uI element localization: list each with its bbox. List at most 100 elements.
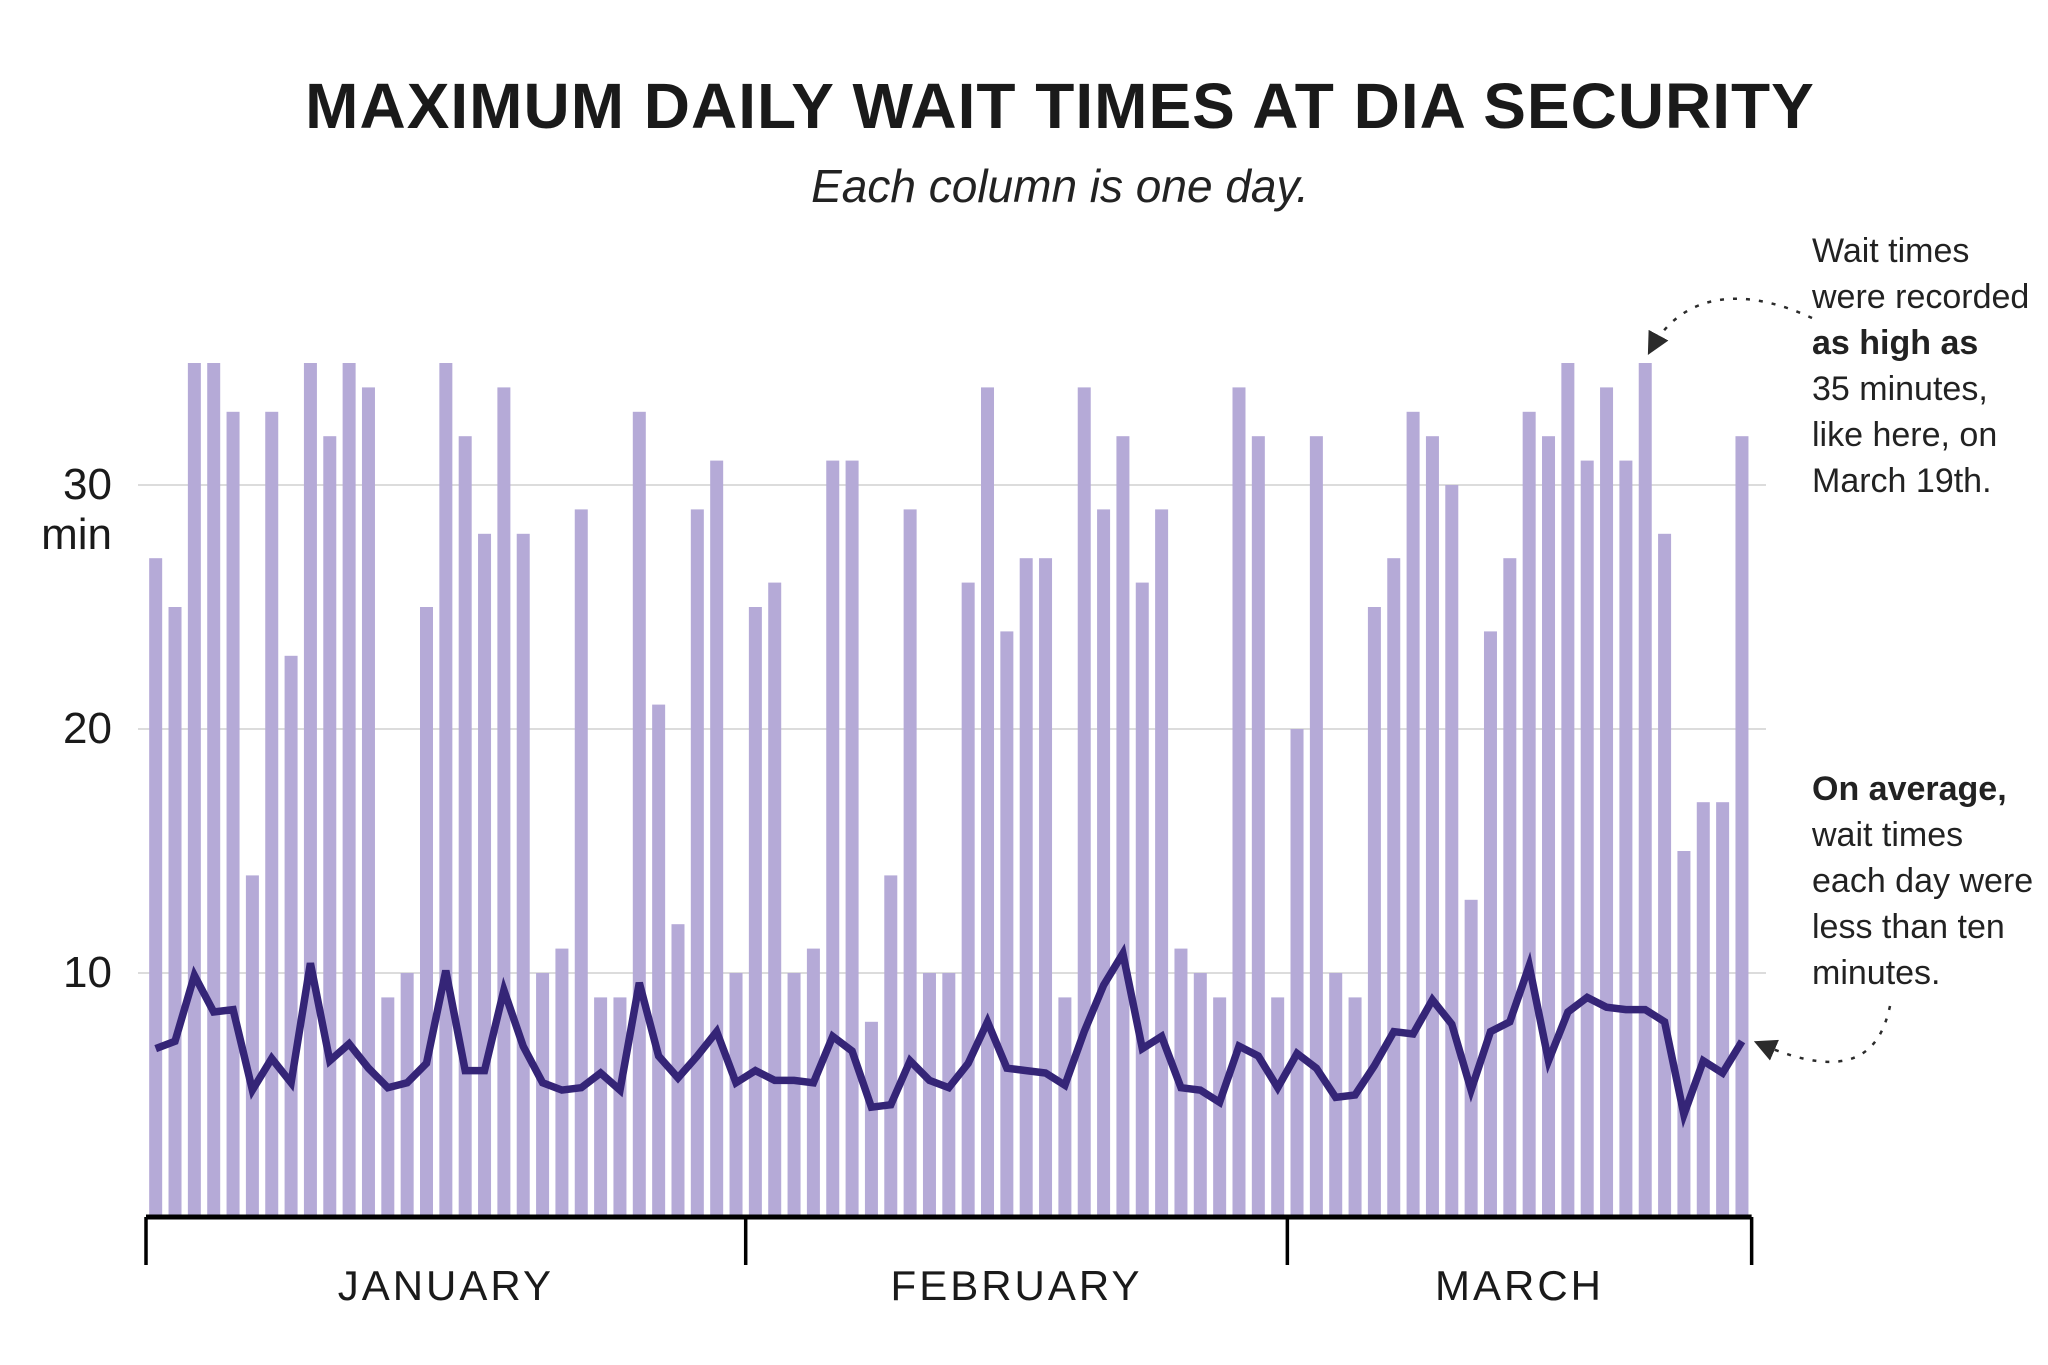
annotation-max-note-line-2: were recorded xyxy=(1811,278,2029,316)
wait-bar-day-75 xyxy=(1580,460,1594,1218)
wait-bar-day-22 xyxy=(555,948,569,1217)
wait-bar-day-61 xyxy=(1309,436,1323,1217)
wait-bar-day-14 xyxy=(400,973,414,1217)
wait-bar-day-8 xyxy=(284,655,298,1217)
gridlines xyxy=(138,484,1766,974)
wait-bar-day-73 xyxy=(1542,436,1556,1217)
wait-bar-day-56 xyxy=(1213,997,1227,1217)
wait-bar-day-17 xyxy=(458,436,472,1217)
wait-bar-day-77 xyxy=(1619,460,1633,1218)
wait-bar-day-50 xyxy=(1097,509,1111,1217)
wait-bar-day-72 xyxy=(1522,411,1536,1217)
annotation-max-note-line-1: Wait times xyxy=(1812,232,1969,270)
wait-bar-day-21 xyxy=(536,973,550,1217)
wait-bar-day-41 xyxy=(922,973,936,1217)
arrow-to-average-line xyxy=(1753,1005,1892,1063)
y-axis-unit-label: min xyxy=(41,510,112,559)
wait-bar-day-68 xyxy=(1445,485,1459,1217)
wait-bar-day-30 xyxy=(710,460,724,1218)
wait-bar-day-3 xyxy=(187,363,201,1217)
wait-bar-day-46 xyxy=(1019,558,1033,1217)
wait-bar-day-53 xyxy=(1155,509,1169,1217)
wait-bar-day-2 xyxy=(168,607,182,1217)
wait-bar-day-64 xyxy=(1367,607,1381,1217)
wait-bar-day-27 xyxy=(652,704,666,1217)
wait-bar-day-44 xyxy=(981,387,995,1217)
wait-bar-day-32 xyxy=(748,607,762,1217)
annotation-max-note-line-5: like here, on xyxy=(1812,416,1997,454)
annotation-avg-note-line-3: each day were xyxy=(1812,862,2033,900)
wait-bar-day-74 xyxy=(1561,363,1575,1217)
wait-bar-day-12 xyxy=(361,387,375,1217)
wait-bar-day-38 xyxy=(864,1021,878,1217)
annotation-max-note-line-3: as high as xyxy=(1812,324,1978,362)
month-label-january: JANUARY xyxy=(338,1262,554,1309)
wait-bar-day-39 xyxy=(884,875,898,1217)
wait-bar-day-63 xyxy=(1348,997,1362,1217)
wait-bar-day-4 xyxy=(207,363,221,1217)
wait-bar-day-37 xyxy=(845,460,859,1218)
wait-bar-day-9 xyxy=(303,363,317,1217)
y-tick-label-10: 10 xyxy=(63,948,112,997)
month-label-february: FEBRUARY xyxy=(891,1262,1143,1309)
wait-bar-day-5 xyxy=(226,411,240,1217)
wait-bar-day-78 xyxy=(1638,363,1652,1217)
wait-bar-day-55 xyxy=(1193,973,1207,1217)
annotation-avg-note-line-2: wait times xyxy=(1811,816,1963,854)
wait-bar-day-58 xyxy=(1251,436,1265,1217)
wait-bar-day-18 xyxy=(478,533,492,1217)
wait-bar-day-57 xyxy=(1232,387,1246,1217)
annotations: Wait times were recorded as high as 35 minu… xyxy=(1647,232,2033,1063)
wait-bar-day-33 xyxy=(768,582,782,1217)
wait-bar-day-49 xyxy=(1077,387,1091,1217)
wait-bar-day-47 xyxy=(1039,558,1053,1217)
wait-bar-day-60 xyxy=(1290,729,1304,1217)
wait-bar-day-69 xyxy=(1464,899,1478,1217)
y-tick-label-30: 30 xyxy=(63,460,112,509)
wait-bar-day-34 xyxy=(787,973,801,1217)
wait-bar-day-11 xyxy=(342,363,356,1217)
wait-bar-day-82 xyxy=(1716,802,1730,1217)
wait-bar-day-7 xyxy=(265,411,279,1217)
wait-bar-day-48 xyxy=(1058,997,1072,1217)
x-axis xyxy=(144,1214,1754,1265)
wait-bar-day-83 xyxy=(1735,436,1749,1217)
wait-bar-day-65 xyxy=(1387,558,1401,1217)
page-title: MAXIMUM DAILY WAIT TIMES AT DIA SECURITY xyxy=(305,70,1815,142)
wait-bar-day-45 xyxy=(1000,631,1014,1217)
annotation-max-note-line-4: 35 minutes, xyxy=(1812,370,1988,408)
wait-bar-day-15 xyxy=(420,607,434,1217)
wait-bar-day-71 xyxy=(1503,558,1517,1217)
wait-bar-day-6 xyxy=(245,875,259,1217)
wait-bar-day-23 xyxy=(574,509,588,1217)
wait-bar-day-40 xyxy=(903,509,917,1217)
wait-bar-day-70 xyxy=(1483,631,1497,1217)
wait-bar-day-79 xyxy=(1658,533,1672,1217)
wait-bar-day-28 xyxy=(671,924,685,1217)
annotation-avg-note-line-4: less than ten xyxy=(1812,908,2005,946)
wait-bar-day-19 xyxy=(497,387,511,1217)
wait-bar-day-1 xyxy=(149,558,163,1217)
wait-bar-day-36 xyxy=(826,460,840,1218)
wait-bar-day-31 xyxy=(729,973,743,1217)
wait-bar-day-16 xyxy=(439,363,453,1217)
wait-bar-day-20 xyxy=(516,533,530,1217)
y-tick-label-20: 20 xyxy=(63,704,112,753)
wait-bar-day-81 xyxy=(1696,802,1710,1217)
arrow-to-max-bar xyxy=(1647,297,1813,355)
wait-bar-day-59 xyxy=(1271,997,1285,1217)
wait-bar-day-29 xyxy=(690,509,704,1217)
wait-bar-day-51 xyxy=(1116,436,1130,1217)
wait-bar-day-42 xyxy=(942,973,956,1217)
wait-bar-day-24 xyxy=(594,997,608,1217)
annotation-avg-note-line-1: On average, xyxy=(1812,770,2007,808)
wait-bar-day-10 xyxy=(323,436,337,1217)
wait-bar-day-13 xyxy=(381,997,395,1217)
wait-bar-day-67 xyxy=(1425,436,1439,1217)
annotation-avg-note-line-5: minutes. xyxy=(1812,954,1941,992)
wait-bar-day-52 xyxy=(1135,582,1149,1217)
average-wait-line xyxy=(154,943,1746,1129)
